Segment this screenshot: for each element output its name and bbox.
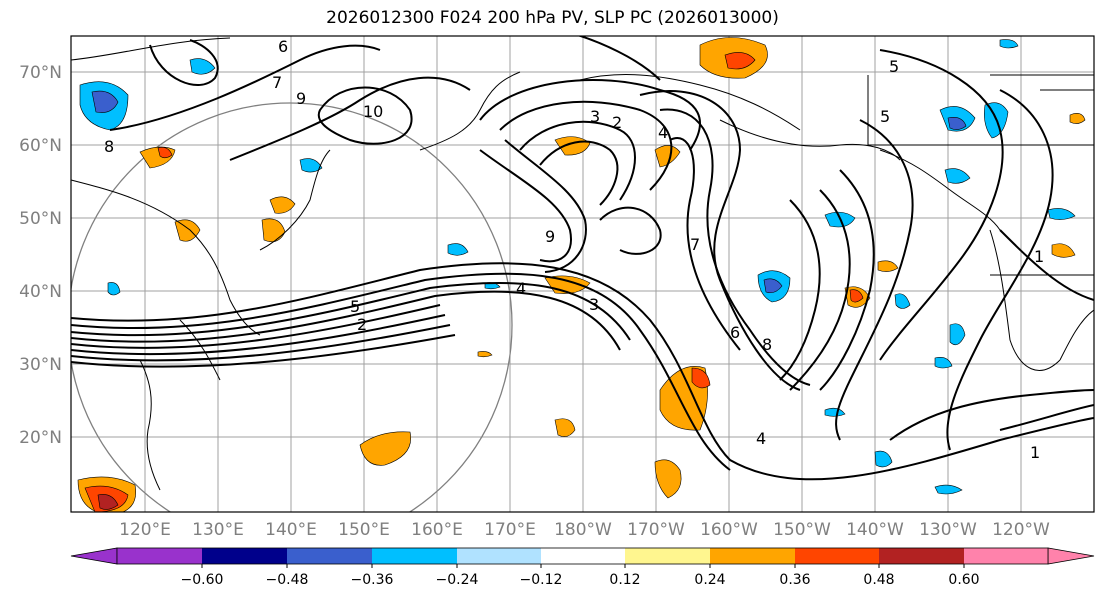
contour-label: 2 bbox=[612, 113, 622, 132]
colorbar-swatch bbox=[964, 548, 1048, 564]
contour-label: 3 bbox=[589, 295, 599, 314]
contour-label: 6 bbox=[730, 323, 740, 342]
colorbar-tick-label: 0.12 bbox=[609, 572, 640, 588]
lon-label: 150°W bbox=[773, 520, 831, 540]
contour-label: 6 bbox=[278, 37, 288, 56]
range-circle bbox=[71, 102, 513, 512]
colorbar-swatch bbox=[710, 548, 795, 564]
lon-label: 130°E bbox=[192, 520, 244, 540]
slp-contours bbox=[71, 36, 1094, 481]
contour-label: 9 bbox=[296, 89, 306, 108]
lat-label: 60°N bbox=[19, 136, 62, 156]
lat-label: 70°N bbox=[19, 63, 62, 83]
colorbar-tick-label: −0.48 bbox=[266, 572, 309, 588]
latitude-labels: 70°N 60°N 50°N 40°N 30°N 20°N bbox=[19, 63, 62, 448]
colorbar-tick-label: 0.36 bbox=[779, 572, 810, 588]
colorbar-tick-label: −0.24 bbox=[436, 572, 479, 588]
colorbar-max-arrow bbox=[1047, 547, 1095, 565]
colorbar-swatch bbox=[287, 548, 372, 564]
contour-label: 4 bbox=[516, 279, 526, 298]
lat-label: 50°N bbox=[19, 209, 62, 229]
lon-label: 160°E bbox=[411, 520, 463, 540]
contour-label: 8 bbox=[762, 335, 772, 354]
colorbar-swatch bbox=[625, 548, 710, 564]
colorbar-tick-label: 0.48 bbox=[863, 572, 894, 588]
lon-label: 130°W bbox=[919, 520, 977, 540]
lon-label: 120°E bbox=[119, 520, 171, 540]
colorbar-swatch bbox=[117, 548, 202, 564]
contour-label: 1 bbox=[1034, 247, 1044, 266]
contour-label: 2 bbox=[357, 315, 367, 334]
map-title: 2026012300 F024 200 hPa PV, SLP PC (2026… bbox=[326, 8, 779, 28]
colorbar-tick-label: 0.60 bbox=[948, 572, 979, 588]
lon-label: 140°W bbox=[846, 520, 904, 540]
colorbar-swatch bbox=[202, 548, 287, 564]
lon-label: 160°W bbox=[700, 520, 758, 540]
colorbar-swatch bbox=[541, 548, 625, 564]
contour-label: 9 bbox=[545, 227, 555, 246]
colorbar-tick-label: −0.36 bbox=[351, 572, 394, 588]
lon-label: 150°E bbox=[338, 520, 390, 540]
lat-label: 40°N bbox=[19, 282, 62, 302]
colorbar-tick-label: 0.24 bbox=[694, 572, 725, 588]
contour-label: 7 bbox=[272, 73, 282, 92]
contour-label: 4 bbox=[658, 123, 668, 142]
contour-label: 5 bbox=[889, 57, 899, 76]
map-border bbox=[70, 35, 1095, 513]
lat-label: 30°N bbox=[19, 355, 62, 375]
lat-label: 20°N bbox=[19, 428, 62, 448]
contour-label: 5 bbox=[880, 107, 890, 126]
colorbar-tick-label: −0.12 bbox=[520, 572, 563, 588]
lon-label: 170°E bbox=[484, 520, 536, 540]
coastlines bbox=[71, 37, 1094, 491]
colorbar-min-arrow bbox=[70, 547, 118, 565]
colorbar: −0.60 −0.48 −0.36 −0.24 −0.12 0.12 0.24 … bbox=[70, 547, 1095, 588]
contour-label: 3 bbox=[590, 107, 600, 126]
colorbar-swatch bbox=[795, 548, 879, 564]
contour-label-group: 8 7 9 10 6 3 2 4 1 5 7 9 4 3 5 2 1 6 8 4… bbox=[104, 37, 1044, 462]
colorbar-tick-label: −0.60 bbox=[181, 572, 224, 588]
lon-label: 170°W bbox=[627, 520, 685, 540]
contour-label: 10 bbox=[363, 102, 383, 121]
colorbar-swatch bbox=[372, 548, 457, 564]
contour-label: 1 bbox=[1030, 443, 1040, 462]
contour-label: 7 bbox=[690, 235, 700, 254]
contour-label: 5 bbox=[350, 297, 360, 316]
lon-label: 140°E bbox=[265, 520, 317, 540]
colorbar-swatch bbox=[879, 548, 964, 564]
colorbar-swatch bbox=[457, 548, 541, 564]
lon-label: 180°W bbox=[554, 520, 612, 540]
longitude-labels: 120°E 130°E 140°E 150°E 160°E 170°E 180°… bbox=[119, 520, 1050, 540]
lon-label: 120°W bbox=[992, 520, 1050, 540]
contour-label: 8 bbox=[104, 137, 114, 156]
contour-label: 4 bbox=[756, 429, 766, 448]
